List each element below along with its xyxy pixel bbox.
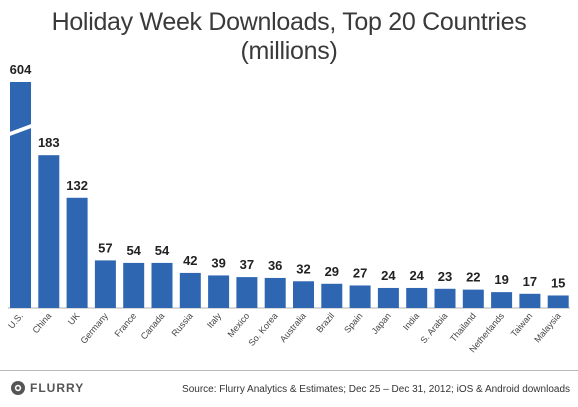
bar-mexico (236, 277, 258, 308)
value-label-taiwan: 17 (523, 274, 537, 289)
value-label-so-korea: 36 (268, 258, 282, 273)
axis-break-mark (7, 123, 34, 137)
value-label-australia: 32 (296, 261, 310, 276)
value-label-u-s: 604 (10, 62, 32, 77)
category-label-taiwan: Taiwan (509, 311, 535, 339)
category-label-france: France (113, 311, 139, 339)
category-label-australia: Australia (278, 311, 308, 344)
value-label-s-arabia: 23 (438, 269, 452, 284)
bar-japan (377, 287, 399, 308)
value-label-russia: 42 (183, 253, 197, 268)
flurry-logo: FLURRY (10, 380, 84, 396)
bar-russia (179, 272, 201, 308)
bar-so-korea (264, 277, 286, 308)
value-label-china: 183 (38, 135, 60, 150)
value-label-netherlands: 19 (494, 272, 508, 287)
bar-brazil (321, 283, 343, 308)
value-label-japan: 24 (381, 268, 396, 283)
category-label-mexico: Mexico (225, 311, 251, 339)
bar-china (38, 155, 60, 308)
bar-thailand (462, 289, 484, 308)
value-label-spain: 27 (353, 265, 367, 280)
flurry-logo-icon (11, 381, 25, 395)
bar-france (123, 262, 145, 308)
value-label-france: 54 (126, 243, 141, 258)
bar-s-arabia (434, 288, 456, 308)
value-label-india: 24 (409, 268, 424, 283)
category-label-uk: UK (66, 311, 82, 327)
category-label-spain: Spain (342, 311, 364, 335)
category-label-brazil: Brazil (314, 311, 336, 335)
value-label-germany: 57 (98, 240, 112, 255)
bar-india (406, 287, 428, 308)
value-label-uk: 132 (66, 178, 88, 193)
category-label-russia: Russia (169, 311, 194, 339)
category-label-italy: Italy (205, 310, 224, 329)
footer-divider (0, 370, 578, 371)
value-label-canada: 54 (155, 243, 170, 258)
category-label-india: India (401, 311, 421, 332)
logo-text: FLURRY (30, 381, 85, 395)
bar-germany (94, 260, 116, 308)
category-label-malaysia: Malaysia (532, 311, 562, 345)
value-label-malaysia: 15 (551, 275, 565, 290)
bar-italy (208, 275, 230, 308)
bar-australia (293, 281, 314, 308)
chart-title: Holiday Week Downloads, Top 20 Countries… (51, 8, 527, 65)
bar-taiwan (519, 293, 541, 308)
category-label-so-korea: So. Korea (246, 311, 279, 348)
category-label-s-arabia: S. Arabia (418, 311, 449, 345)
category-label-canada: Canada (139, 311, 167, 342)
category-label-u-s: U.S. (6, 311, 25, 331)
source-note: Source: Flurry Analytics & Estimates; De… (182, 384, 570, 395)
bar-chart: 604 183 132 57 54 54 42 39 37 36 32 29 27 24 24 23 22 19 1… (6, 62, 570, 354)
value-label-mexico: 37 (240, 257, 254, 272)
value-labels-group: 604 183 132 57 54 54 42 39 37 36 32 29 27 24 24 23 22 19 1… (10, 62, 566, 290)
category-label-thailand: Thailand (448, 311, 478, 344)
value-label-brazil: 29 (325, 264, 339, 279)
bar-uk (66, 197, 88, 308)
category-label-germany: Germany (78, 310, 110, 345)
category-label-china: China (31, 311, 54, 335)
bar-u-s (10, 82, 31, 308)
category-label-japan: Japan (370, 311, 393, 336)
bar-canada (151, 262, 173, 308)
bars-group (7, 82, 569, 308)
value-label-italy: 39 (211, 255, 225, 270)
value-label-thailand: 22 (466, 270, 480, 285)
bar-malaysia (547, 295, 569, 308)
bar-spain (349, 285, 371, 308)
bar-netherlands (491, 292, 513, 308)
